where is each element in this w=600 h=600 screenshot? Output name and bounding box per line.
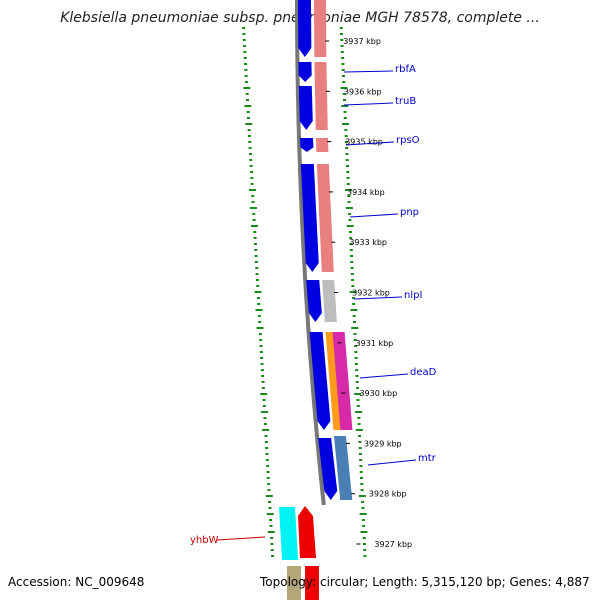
kbp-tick-label: 3933 kbp xyxy=(349,238,387,247)
backbone-line xyxy=(295,0,326,506)
gene-bar-pnp xyxy=(316,164,334,272)
kbp-tick-label: 3934 kbp xyxy=(347,188,385,197)
gene-label-deaD: deaD xyxy=(410,367,437,378)
cds-arrow-mtr xyxy=(318,438,338,500)
gene-bar-nlpI xyxy=(322,280,337,322)
label-connector-deaD xyxy=(359,373,409,379)
gene-bar-rbfA-truB xyxy=(314,62,328,130)
cds-arrow-truB xyxy=(298,86,313,130)
gene-label-truB: truB xyxy=(395,96,416,107)
kbp-tick-track: 3937 kbp 3936 kbp 3935 kbp 3934 kbp 3933 kbp… xyxy=(325,37,412,549)
label-connector-nlpI xyxy=(353,296,403,300)
cds-arrow-pnp xyxy=(300,164,319,272)
genome-summary-text: Topology: circular; Length: 5,315,120 bp… xyxy=(260,575,590,589)
cds-arrow-yhbW xyxy=(298,506,316,558)
cds-arrow-rpsO xyxy=(299,138,314,152)
gene-label-track: rbfA truB rpsO pnp nlpI deaD mtr yhbW xyxy=(190,64,437,546)
gene-bar-yhbW xyxy=(279,507,298,560)
cds-arrow-upstream xyxy=(298,0,312,57)
label-connector-rbfA xyxy=(343,70,394,73)
gc-skew-track xyxy=(242,27,368,557)
feature-track xyxy=(279,0,353,600)
kbp-tick-label: 3935 kbp xyxy=(345,138,383,147)
label-connector-rpsO xyxy=(345,141,395,146)
gene-label-rpsO: rpsO xyxy=(396,135,420,146)
label-connector-pnp xyxy=(349,213,399,218)
kbp-tick-label: 3932 kbp xyxy=(352,289,390,298)
gene-label-rbfA: rbfA xyxy=(395,64,416,75)
gene-bar-mtr xyxy=(333,436,353,500)
cds-arrow-downstream xyxy=(305,566,319,600)
label-connector-yhbW xyxy=(216,536,266,541)
kbp-tick-label: 3927 kbp xyxy=(374,540,412,549)
gene-bar-rpsO xyxy=(315,138,329,152)
gene-label-mtr: mtr xyxy=(418,453,437,464)
gene-label-nlpI: nlpI xyxy=(404,290,422,301)
label-connector-truB xyxy=(343,102,394,106)
gene-bar-deaD-stripe xyxy=(332,332,353,430)
kbp-tick-label: 3929 kbp xyxy=(364,439,402,448)
cds-arrow-nlpI xyxy=(306,280,322,322)
gene-label-yhbW: yhbW xyxy=(190,535,219,546)
gene-bar-upstream xyxy=(314,0,327,57)
backbone-track xyxy=(295,0,326,506)
cds-arrow-rbfA xyxy=(298,62,312,82)
cds-arrow-deaD xyxy=(309,332,331,430)
kbp-tick-label: 3931 kbp xyxy=(356,339,394,348)
kbp-tick-label: 3930 kbp xyxy=(359,389,397,398)
accession-text: Accession: NC_009648 xyxy=(8,575,145,589)
label-connector-mtr xyxy=(367,459,417,466)
gene-bar-downstream xyxy=(287,566,301,600)
kbp-tick-label: 3928 kbp xyxy=(369,490,407,499)
gene-label-pnp: pnp xyxy=(400,207,419,218)
kbp-tick-label: 3936 kbp xyxy=(344,87,382,96)
kbp-tick-label: 3937 kbp xyxy=(343,37,381,46)
